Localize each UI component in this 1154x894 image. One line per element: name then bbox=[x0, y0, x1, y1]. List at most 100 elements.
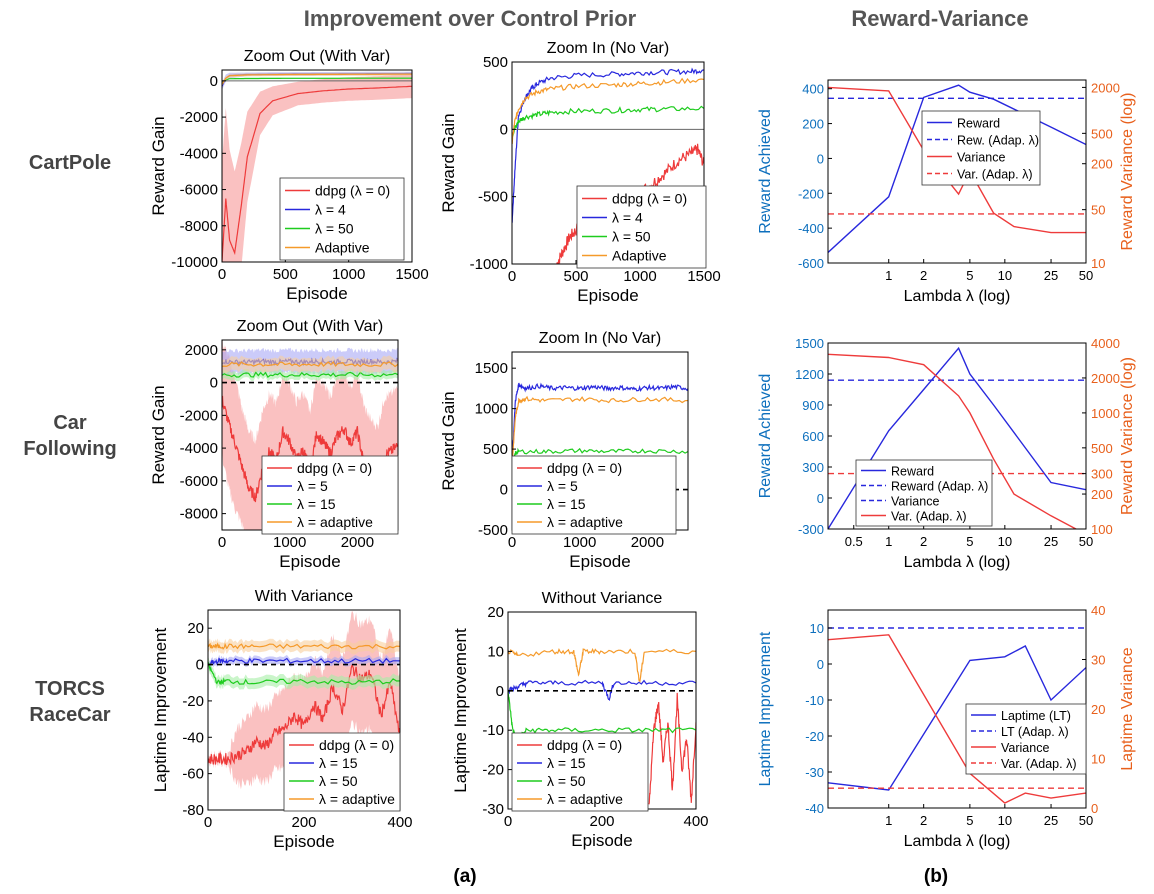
series-line-----5 bbox=[512, 382, 688, 467]
row-label-line: RaceCar bbox=[29, 704, 111, 726]
legend-label: λ = 15 bbox=[297, 496, 336, 512]
x-tick-label: 50 bbox=[1079, 534, 1093, 549]
y-tick-label: 2000 bbox=[185, 342, 218, 359]
x-tick-label: 1 bbox=[885, 534, 892, 549]
x-tick-label: 1000 bbox=[332, 266, 365, 283]
y2-tick-label: 30 bbox=[1091, 653, 1105, 668]
y2-tick-label: 50 bbox=[1091, 203, 1105, 218]
row-label-line: Car bbox=[53, 412, 87, 434]
y2-axis-label: Laptime Variance bbox=[1119, 647, 1136, 770]
y-tick-label: 20 bbox=[187, 620, 204, 637]
y-tick-label: -80 bbox=[182, 802, 204, 819]
row-label-cartpole: CartPole bbox=[29, 150, 111, 176]
y-tick-label: -500 bbox=[478, 522, 508, 539]
y-tick-label: -2000 bbox=[180, 407, 218, 424]
y-tick-label: -10 bbox=[805, 693, 824, 708]
legend: ddpg (λ = 0) λ = 4 λ = 50 Adaptive bbox=[279, 177, 405, 261]
y-tick-label: 0 bbox=[817, 491, 824, 506]
y2-tick-label: 200 bbox=[1091, 487, 1113, 502]
y2-tick-label: 0 bbox=[1091, 801, 1098, 816]
x-tick-label: 25 bbox=[1044, 534, 1058, 549]
chart-rv_cp: 1 2 5 10 25 504002000-200-400-600200050020050… bbox=[757, 79, 1136, 305]
x-tick-label: 0 bbox=[204, 814, 212, 831]
legend-label: Reward bbox=[957, 117, 1000, 131]
series-line-Variance bbox=[828, 353, 1078, 529]
legend: ddpg (λ = 0) λ = 15 λ = 50 λ = adaptive bbox=[511, 732, 649, 812]
y-axis-label: Laptime Improvement bbox=[151, 628, 170, 793]
x-tick-label: 200 bbox=[589, 813, 614, 830]
series-line-----4 bbox=[512, 67, 704, 223]
series-line-----15 bbox=[208, 657, 400, 667]
y-tick-label: 1200 bbox=[795, 367, 824, 382]
row-label-line: CartPole bbox=[28, 152, 112, 174]
y-tick-label: 0 bbox=[496, 683, 504, 700]
y-tick-label: 600 bbox=[802, 429, 824, 444]
x-tick-label: 0 bbox=[508, 534, 516, 551]
chart-title: Zoom Out (With Var) bbox=[237, 318, 383, 335]
y2-tick-label: 100 bbox=[1091, 522, 1113, 537]
x-tick-label: 400 bbox=[683, 813, 708, 830]
y-tick-label: -40 bbox=[805, 801, 824, 816]
x-axis-label: Episode bbox=[571, 831, 632, 850]
y-tick-label: 0 bbox=[817, 657, 824, 672]
legend-label: ddpg (λ = 0) bbox=[297, 460, 372, 476]
y-axis-label: Laptime Improvement bbox=[451, 628, 470, 793]
axes-frame bbox=[827, 79, 1087, 264]
series-line-Adaptive bbox=[222, 73, 412, 85]
y-tick-label: 200 bbox=[802, 117, 824, 132]
y2-tick-label: 10 bbox=[1091, 256, 1105, 271]
chart-cf_out: 0 1000 2000 2000 0 -2000 -4000 -6000 -8000 Zoom O… bbox=[149, 318, 399, 571]
y-tick-label: 0 bbox=[500, 482, 508, 499]
legend-label: ddpg (λ = 0) bbox=[612, 191, 687, 207]
legend-label: Var. (Adap. λ) bbox=[1001, 757, 1077, 771]
legend-label: Variance bbox=[1001, 741, 1049, 755]
y-tick-label: 500 bbox=[483, 441, 508, 458]
legend-box bbox=[279, 177, 405, 261]
x-tick-label: 0.5 bbox=[845, 534, 863, 549]
x-tick-label: 0 bbox=[508, 268, 516, 285]
x-tick-label: 2000 bbox=[341, 534, 374, 551]
x-tick-label: 1000 bbox=[563, 534, 596, 551]
y-tick-label: -8000 bbox=[180, 506, 218, 523]
y-tick-label: 1000 bbox=[475, 401, 508, 418]
x-axis-label: Episode bbox=[577, 286, 638, 305]
legend-box bbox=[576, 185, 707, 269]
legend-box bbox=[921, 110, 1041, 186]
y-axis-label: Reward Gain bbox=[149, 385, 168, 484]
y-tick-label: 0 bbox=[196, 657, 204, 674]
x-tick-label: 1 bbox=[885, 813, 892, 828]
chart-tc_in: 0 200 400 20 10 0 -10 -20 -30 Without Variance Epi… bbox=[451, 590, 709, 850]
legend-label: Var. (Adap. λ) bbox=[957, 168, 1033, 182]
x-tick-label: 2 bbox=[920, 268, 927, 283]
x-tick-label: 5 bbox=[966, 813, 973, 828]
band-Adaptive bbox=[222, 72, 412, 87]
x-tick-label: 1500 bbox=[687, 268, 720, 285]
x-tick-label: 200 bbox=[291, 814, 316, 831]
legend-label: λ = 50 bbox=[612, 229, 651, 245]
y-axis-label: Reward Achieved bbox=[757, 109, 774, 234]
y-tick-label: 10 bbox=[487, 643, 504, 660]
x-tick-label: 400 bbox=[387, 814, 412, 831]
y2-tick-label: 2000 bbox=[1091, 80, 1120, 95]
x-tick-label: 25 bbox=[1044, 813, 1058, 828]
legend: Laptime (LT) LT (Adap. λ) Variance Var. (Ad… bbox=[965, 703, 1087, 775]
legend-label: Var. (Adap. λ) bbox=[891, 510, 967, 524]
legend-label: LT (Adap. λ) bbox=[1001, 725, 1069, 739]
chart-cp_in: 0 500 1000 1500 500 0 -500 -1000 Zoom In (No Var… bbox=[439, 40, 721, 305]
y-tick-label: 300 bbox=[802, 460, 824, 475]
series-line-----adaptive bbox=[508, 647, 696, 684]
x-tick-label: 10 bbox=[998, 268, 1012, 283]
series-line-----15 bbox=[508, 679, 696, 702]
series-line-ddpg------0- bbox=[648, 692, 696, 805]
y-tick-label: 0 bbox=[817, 151, 824, 166]
row-label-torcs: TORCS RaceCar bbox=[29, 676, 110, 728]
legend-label: λ = adaptive bbox=[319, 791, 395, 807]
y-tick-label: -600 bbox=[798, 256, 824, 271]
y-axis-label: Reward Gain bbox=[149, 116, 168, 215]
legend-label: ddpg (λ = 0) bbox=[319, 737, 394, 753]
y-tick-label: -300 bbox=[798, 522, 824, 537]
legend-label: λ = 5 bbox=[547, 478, 578, 494]
